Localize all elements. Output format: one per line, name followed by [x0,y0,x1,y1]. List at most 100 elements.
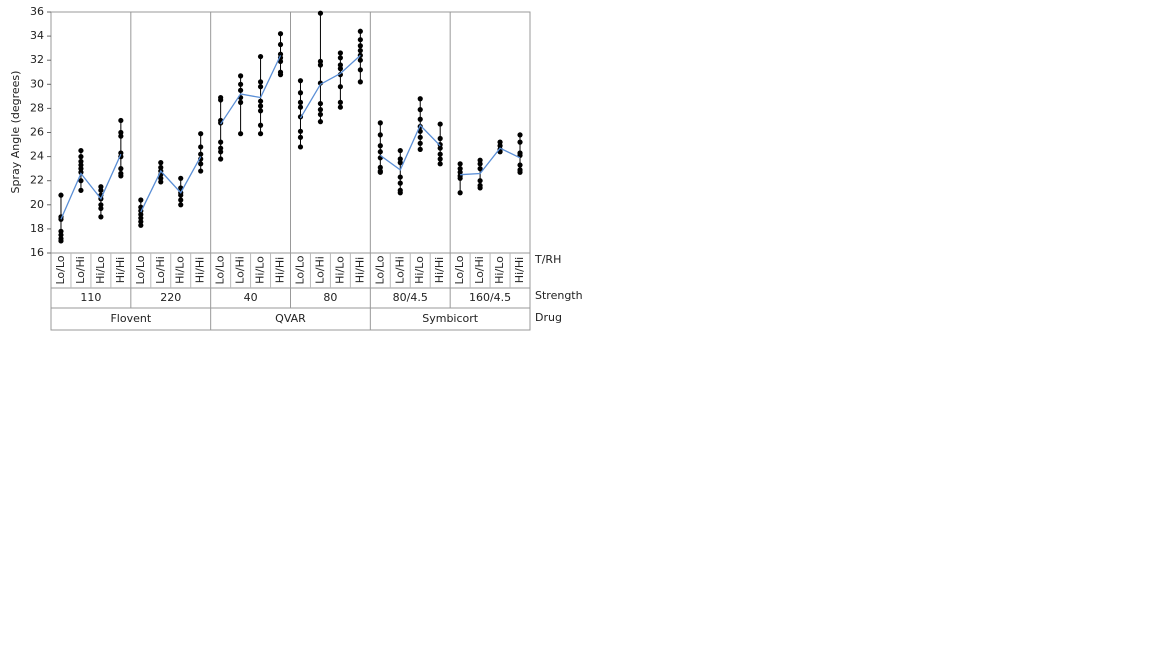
data-point [277,41,284,48]
data-point [138,222,144,228]
t-rh-label: Lo/Lo [373,255,386,284]
strength-label: 220 [160,291,181,304]
data-point [357,43,363,49]
data-point [377,164,383,171]
data-point [297,90,304,96]
data-point [317,111,324,118]
y-tick-label: 34 [30,29,44,42]
t-rh-label: Lo/Hi [393,256,406,284]
data-point [457,175,463,181]
data-point [517,139,523,145]
data-point [337,84,343,90]
data-point [277,72,284,78]
data-point [257,84,264,90]
data-point [377,169,383,175]
data-point [317,58,324,65]
data-point [417,96,423,102]
drug-label: Flovent [110,312,151,325]
t-rh-label: Hi/Hi [353,257,366,283]
data-point [437,121,443,127]
data-point [357,57,363,63]
data-point [417,134,423,140]
data-point [337,62,343,68]
data-point [377,120,383,126]
data-point [118,173,124,179]
data-point [297,104,304,110]
data-point [317,119,324,125]
t-rh-label: Lo/Lo [293,255,306,284]
t-rh-label: Lo/Hi [154,256,167,284]
data-point [337,104,343,110]
t-rh-label: Lo/Hi [473,256,486,284]
data-point [78,147,84,154]
data-point [218,97,224,103]
data-point [98,187,104,193]
t-rh-label: Hi/Hi [114,257,127,283]
data-point [118,133,124,139]
data-point [238,99,244,105]
t-rh-label: Hi/Lo [333,256,346,284]
data-point [517,132,523,138]
data-point [297,78,304,84]
strength-label: 110 [80,291,101,304]
data-point [497,139,503,145]
data-point [98,184,104,190]
data-point [238,87,244,93]
data-point [78,154,84,160]
data-point [417,107,423,113]
data-point [317,62,324,68]
data-point [297,144,304,150]
data-point [437,156,443,162]
mean-line [60,153,122,220]
t-rh-label: Lo/Lo [134,255,147,284]
data-point [437,135,443,142]
data-point [437,141,443,148]
data-point [178,197,184,203]
data-point [158,164,164,171]
data-point [257,103,264,109]
data-point [457,190,463,196]
data-point [357,79,363,85]
t-rh-label: Lo/Hi [313,256,326,284]
data-point [78,187,84,193]
data-point [477,161,483,167]
data-point [78,178,84,184]
data-point [457,161,463,167]
data-point [357,37,363,43]
data-point [158,175,164,181]
data-point [78,158,84,165]
y-tick-label: 18 [30,222,44,235]
data-point [58,238,64,244]
mean-line [460,147,521,176]
data-point [337,99,343,105]
t-rh-label: Hi/Lo [413,256,426,284]
data-point [337,50,343,56]
t-rh-label: Hi/Lo [493,256,506,284]
data-point [98,205,104,212]
data-point [397,160,403,166]
data-point [417,128,423,134]
t-rh-label: Hi/Lo [174,256,187,284]
drug-factor-label: Drug [535,311,562,324]
data-point [397,147,403,154]
t-rh-label: Hi/Hi [433,257,446,283]
t-rh-label: Lo/Lo [214,255,227,284]
data-point [118,117,124,124]
y-tick-label: 26 [30,126,44,139]
y-tick-label: 20 [30,198,44,211]
data-point [297,134,304,140]
data-point [317,80,324,86]
data-point [317,10,324,16]
data-point [357,28,363,34]
drug-label: QVAR [275,312,306,325]
data-point [198,151,204,157]
data-point [397,190,403,196]
data-point [118,129,124,136]
y-tick-label: 28 [30,101,44,114]
data-point [98,214,104,220]
data-point [477,166,483,172]
t-rh-label: Hi/Hi [194,257,207,283]
data-point [417,146,423,152]
strength-label: 40 [244,291,258,304]
mean-line [140,156,202,213]
